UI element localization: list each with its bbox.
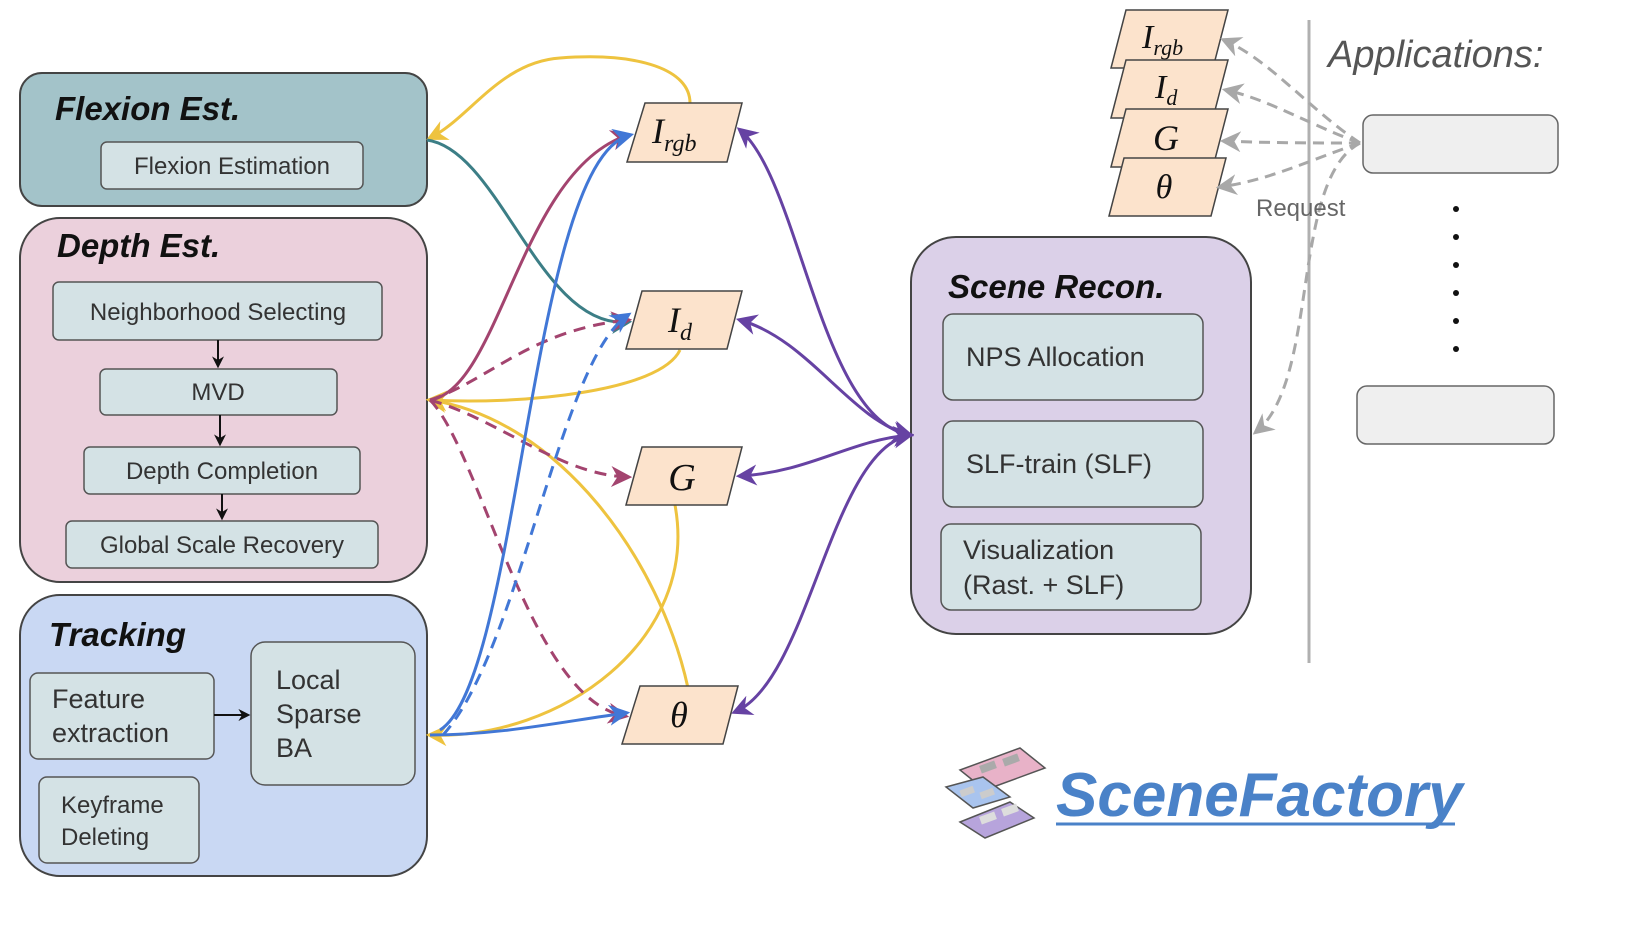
request-arrow-id (1221, 83, 1361, 145)
request-stack: Irgb Id G θ (1108, 9, 1229, 217)
svg-text:G: G (1153, 118, 1179, 158)
vertical-ellipsis-icon (1453, 206, 1459, 352)
flexion-est-panel: Flexion Est. Flexion Estimation (19, 72, 428, 207)
edge-theta-to-depth (425, 392, 690, 689)
slf-train-label: SLF-train (SLF) (966, 449, 1152, 479)
slf-train-box (942, 420, 1204, 508)
edge-depth-to-irgb (429, 130, 632, 402)
neighborhood-selecting-label: Neighborhood Selecting (90, 299, 346, 326)
flexion-est-title: Flexion Est. (55, 90, 240, 127)
edge-tracking-to-irgb (439, 128, 635, 732)
depth-completion-label: Depth Completion (126, 458, 318, 485)
request-arrows (1215, 37, 1361, 435)
local-sparse-ba-line3: BA (276, 733, 312, 763)
edge-tracking-to-id (441, 312, 632, 737)
svg-text:θ: θ (1156, 169, 1173, 206)
output-g-label: G (668, 457, 695, 499)
tracking-title: Tracking (49, 616, 186, 653)
flexion-estimation-box (100, 141, 364, 190)
applications-title: Applications: (1326, 34, 1543, 76)
output-id: Id (625, 290, 743, 350)
visualization-line2: (Rast. + SLF) (963, 570, 1124, 600)
edge-depth-to-id (429, 311, 633, 402)
feature-extraction-line1: Feature (52, 684, 145, 714)
visualization-box (940, 523, 1202, 611)
connection-edges (425, 55, 915, 747)
request-arrow-g (1219, 131, 1361, 153)
output-theta-label: θ (670, 695, 688, 735)
flexion-estimation-label: Flexion Estimation (134, 153, 330, 180)
scene-recon-panel: Scene Recon. NPS Allocation SLF-train (S… (910, 236, 1252, 635)
svg-text:Id: Id (1154, 69, 1178, 110)
application-box-top (1362, 114, 1559, 174)
visualization-line1: Visualization (963, 535, 1114, 565)
edge-irgb-to-flexion (426, 55, 692, 140)
depth-est-title: Depth Est. (57, 227, 220, 264)
stack-theta: θ (1108, 157, 1227, 217)
global-scale-recovery-label: Global Scale Recovery (100, 532, 344, 559)
keyframe-deleting-line2: Deleting (61, 824, 149, 851)
edge-tracking-to-theta (429, 704, 631, 737)
scene-recon-title: Scene Recon. (948, 268, 1164, 305)
svg-text:Irgb: Irgb (1141, 19, 1183, 60)
local-sparse-ba-line2: Sparse (276, 699, 362, 729)
brand-name: SceneFactory (1056, 761, 1466, 830)
mvd-box (99, 368, 338, 416)
depth-est-panel: Depth Est. Neighborhood Selecting MVD De… (19, 217, 428, 583)
edge-scene-irgb (736, 127, 915, 443)
local-sparse-ba-box (250, 641, 416, 786)
edge-depth-to-theta (428, 398, 630, 724)
edge-depth-to-g (429, 398, 633, 487)
output-g: G (625, 446, 743, 506)
edge-flexion-to-id (426, 138, 633, 334)
output-irgb-label: Irgb (651, 111, 696, 157)
request-label: Request (1256, 195, 1346, 222)
request-arrow-scene (1252, 141, 1361, 435)
output-theta: θ (620, 685, 739, 745)
nps-allocation-box (942, 313, 1204, 401)
stacked-layers-icon (944, 747, 1047, 839)
request-arrow-irgb (1220, 37, 1361, 145)
tracking-panel: Tracking Feature extraction Local Sparse… (19, 594, 428, 877)
feature-extraction-line2: extraction (52, 718, 169, 748)
local-sparse-ba-line1: Local (276, 665, 341, 695)
global-scale-recovery-box (65, 520, 379, 569)
keyframe-deleting-line1: Keyframe (61, 792, 164, 819)
stack-id: Id (1110, 59, 1229, 119)
edge-scene-g (735, 425, 915, 486)
keyframe-deleting-box (38, 776, 200, 864)
mvd-label: MVD (191, 379, 244, 406)
edge-id-to-depth (425, 349, 682, 412)
stack-g: G (1110, 108, 1229, 168)
stack-irgb: Irgb (1110, 9, 1229, 69)
output-irgb: Irgb (625, 102, 743, 163)
edge-scene-theta (731, 427, 915, 716)
nps-allocation-label: NPS Allocation (966, 342, 1145, 372)
edge-scene-id (735, 314, 915, 442)
output-id-label: Id (667, 300, 693, 346)
application-box-bottom (1356, 385, 1555, 445)
request-arrow-theta (1215, 141, 1361, 196)
